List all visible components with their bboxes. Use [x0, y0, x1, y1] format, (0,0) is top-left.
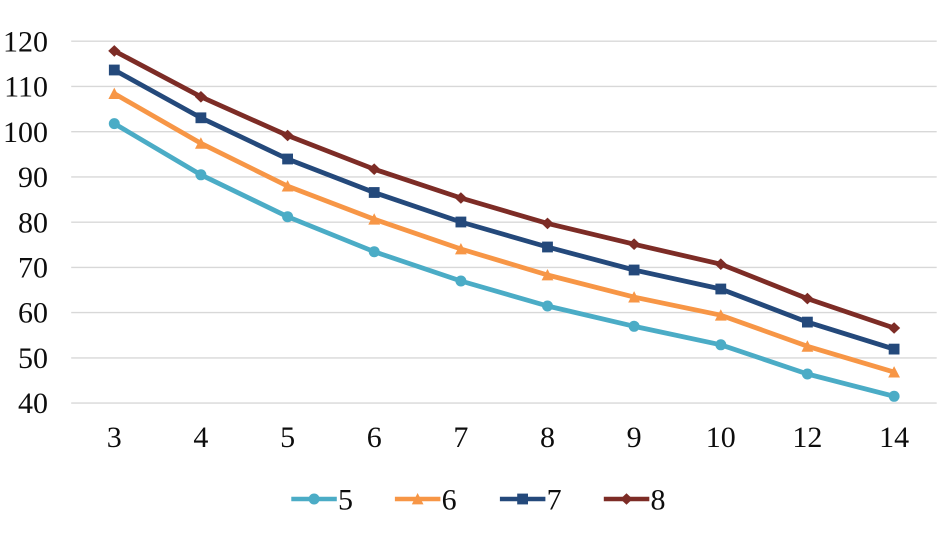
svg-text:8: 8	[651, 483, 666, 516]
svg-text:110: 110	[4, 71, 48, 104]
svg-text:80: 80	[18, 206, 48, 239]
svg-text:7: 7	[453, 421, 468, 454]
svg-text:40: 40	[18, 387, 48, 420]
svg-text:100: 100	[3, 116, 48, 149]
svg-text:12: 12	[792, 421, 822, 454]
svg-text:14: 14	[879, 421, 909, 454]
svg-text:8: 8	[540, 421, 555, 454]
svg-text:5: 5	[280, 421, 295, 454]
svg-text:120: 120	[3, 25, 48, 58]
svg-text:7: 7	[547, 483, 562, 516]
svg-text:50: 50	[18, 342, 48, 375]
svg-text:9: 9	[627, 421, 642, 454]
svg-text:4: 4	[193, 421, 208, 454]
svg-text:5: 5	[338, 483, 353, 516]
svg-text:90: 90	[18, 161, 48, 194]
svg-text:70: 70	[18, 252, 48, 285]
svg-text:6: 6	[367, 421, 382, 454]
svg-text:10: 10	[706, 421, 736, 454]
svg-text:6: 6	[442, 483, 457, 516]
svg-text:60: 60	[18, 297, 48, 330]
svg-text:3: 3	[107, 421, 122, 454]
